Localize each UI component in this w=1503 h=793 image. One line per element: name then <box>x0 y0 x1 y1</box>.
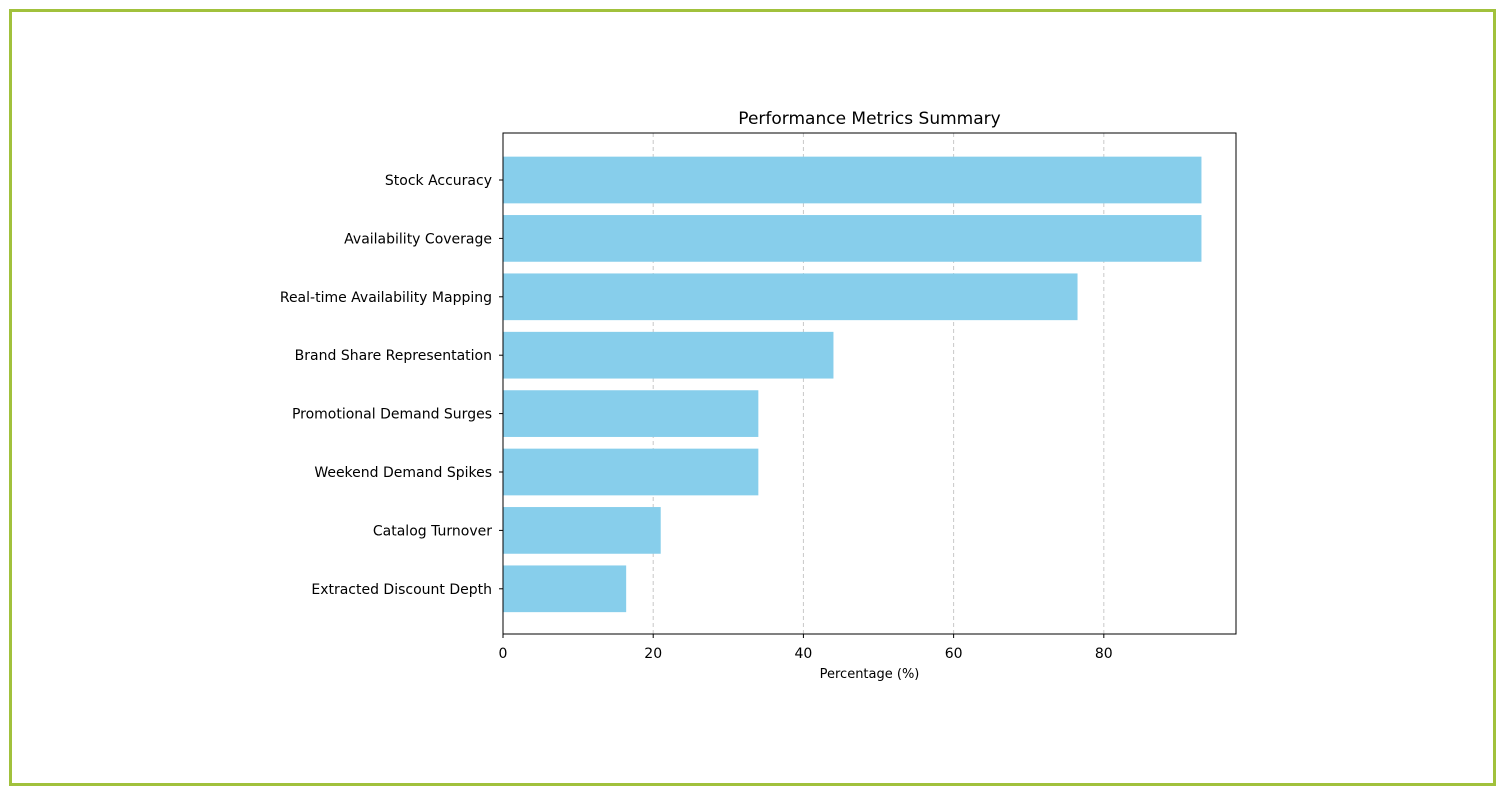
x-axis-label: Percentage (%) <box>820 667 920 682</box>
y-tick-label: Catalog Turnover <box>373 523 492 539</box>
bar <box>503 565 627 613</box>
bar <box>503 331 834 379</box>
plot-area <box>502 132 1237 635</box>
y-tick-label: Brand Share Representation <box>295 348 492 364</box>
y-tick-label: Weekend Demand Spikes <box>314 465 492 481</box>
x-tick-labels: 0 20 40 60 80 <box>499 634 1113 662</box>
x-tick-label: 20 <box>644 646 662 662</box>
y-tick-label: Availability Coverage <box>344 231 492 247</box>
x-tick-label: 40 <box>794 646 812 662</box>
y-tick-label: Promotional Demand Surges <box>292 407 492 423</box>
bar <box>503 390 759 437</box>
grid-lines <box>652 133 1105 634</box>
y-tick-labels: Stock Accuracy Availability Coverage Real-… <box>280 173 503 598</box>
y-tick-label: Real-time Availability Mapping <box>280 290 492 306</box>
bar <box>503 273 1078 321</box>
bar <box>503 507 661 554</box>
bar <box>503 156 1202 204</box>
x-tick-label: 80 <box>1095 646 1113 662</box>
bar <box>503 215 1202 262</box>
y-tick-label: Stock Accuracy <box>385 173 492 189</box>
x-tick-label: 0 <box>499 646 508 662</box>
y-tick-label: Extracted Discount Depth <box>311 582 492 598</box>
x-tick-label: 60 <box>945 646 963 662</box>
bar <box>503 448 759 496</box>
chart-title: Performance Metrics Summary <box>738 109 1000 129</box>
bars <box>503 156 1202 613</box>
